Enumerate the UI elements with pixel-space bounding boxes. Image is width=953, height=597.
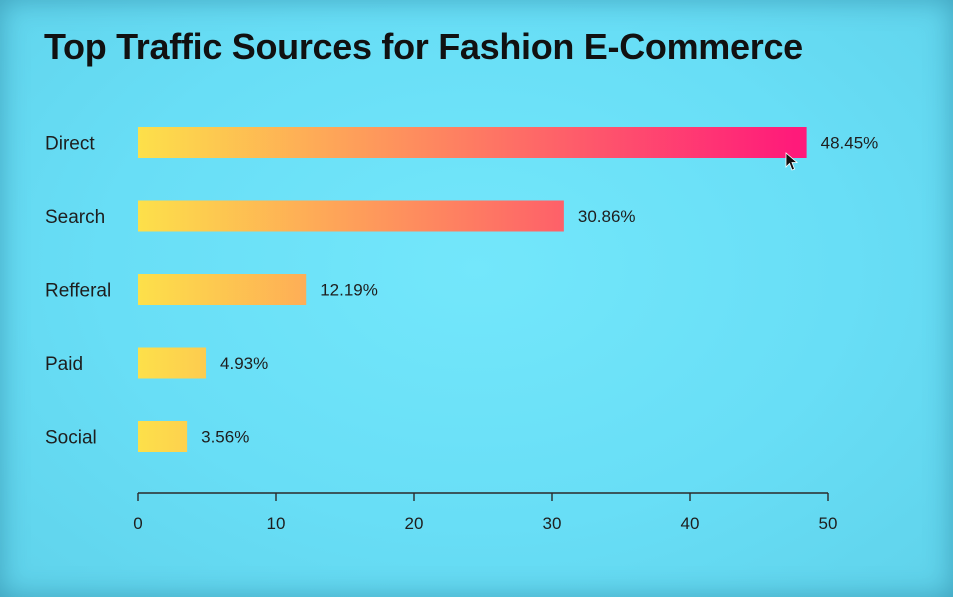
- value-label: 3.56%: [201, 428, 249, 447]
- x-axis: 0 10 20 30 40 50: [133, 492, 838, 533]
- value-label: 12.19%: [320, 281, 378, 300]
- x-tick-label: 0: [133, 514, 142, 533]
- category-label: Social: [45, 428, 97, 449]
- bar[interactable]: [138, 274, 307, 305]
- value-label: 4.93%: [220, 354, 268, 373]
- mouse-pointer-icon: [785, 152, 799, 171]
- bars-layer: Direct 48.45% Search 30.86% Refferal 12.19% Pa…: [45, 127, 878, 452]
- chart-title: Top Traffic Sources for Fashion E-Commer…: [44, 26, 803, 67]
- bar[interactable]: [138, 421, 188, 452]
- x-tick-label: 30: [543, 514, 562, 533]
- value-label: 30.86%: [578, 207, 636, 226]
- category-label: Direct: [45, 134, 95, 155]
- category-label: Paid: [45, 354, 83, 375]
- category-label: Refferal: [45, 281, 111, 302]
- value-label: 48.45%: [821, 134, 879, 153]
- category-label: Search: [45, 207, 105, 228]
- x-tick-label: 50: [819, 514, 838, 533]
- x-tick-label: 40: [681, 514, 700, 533]
- bar[interactable]: [138, 200, 564, 232]
- x-tick-label: 20: [405, 514, 424, 533]
- x-tick-label: 10: [267, 514, 286, 533]
- bar[interactable]: [138, 347, 207, 379]
- bar[interactable]: [138, 127, 807, 158]
